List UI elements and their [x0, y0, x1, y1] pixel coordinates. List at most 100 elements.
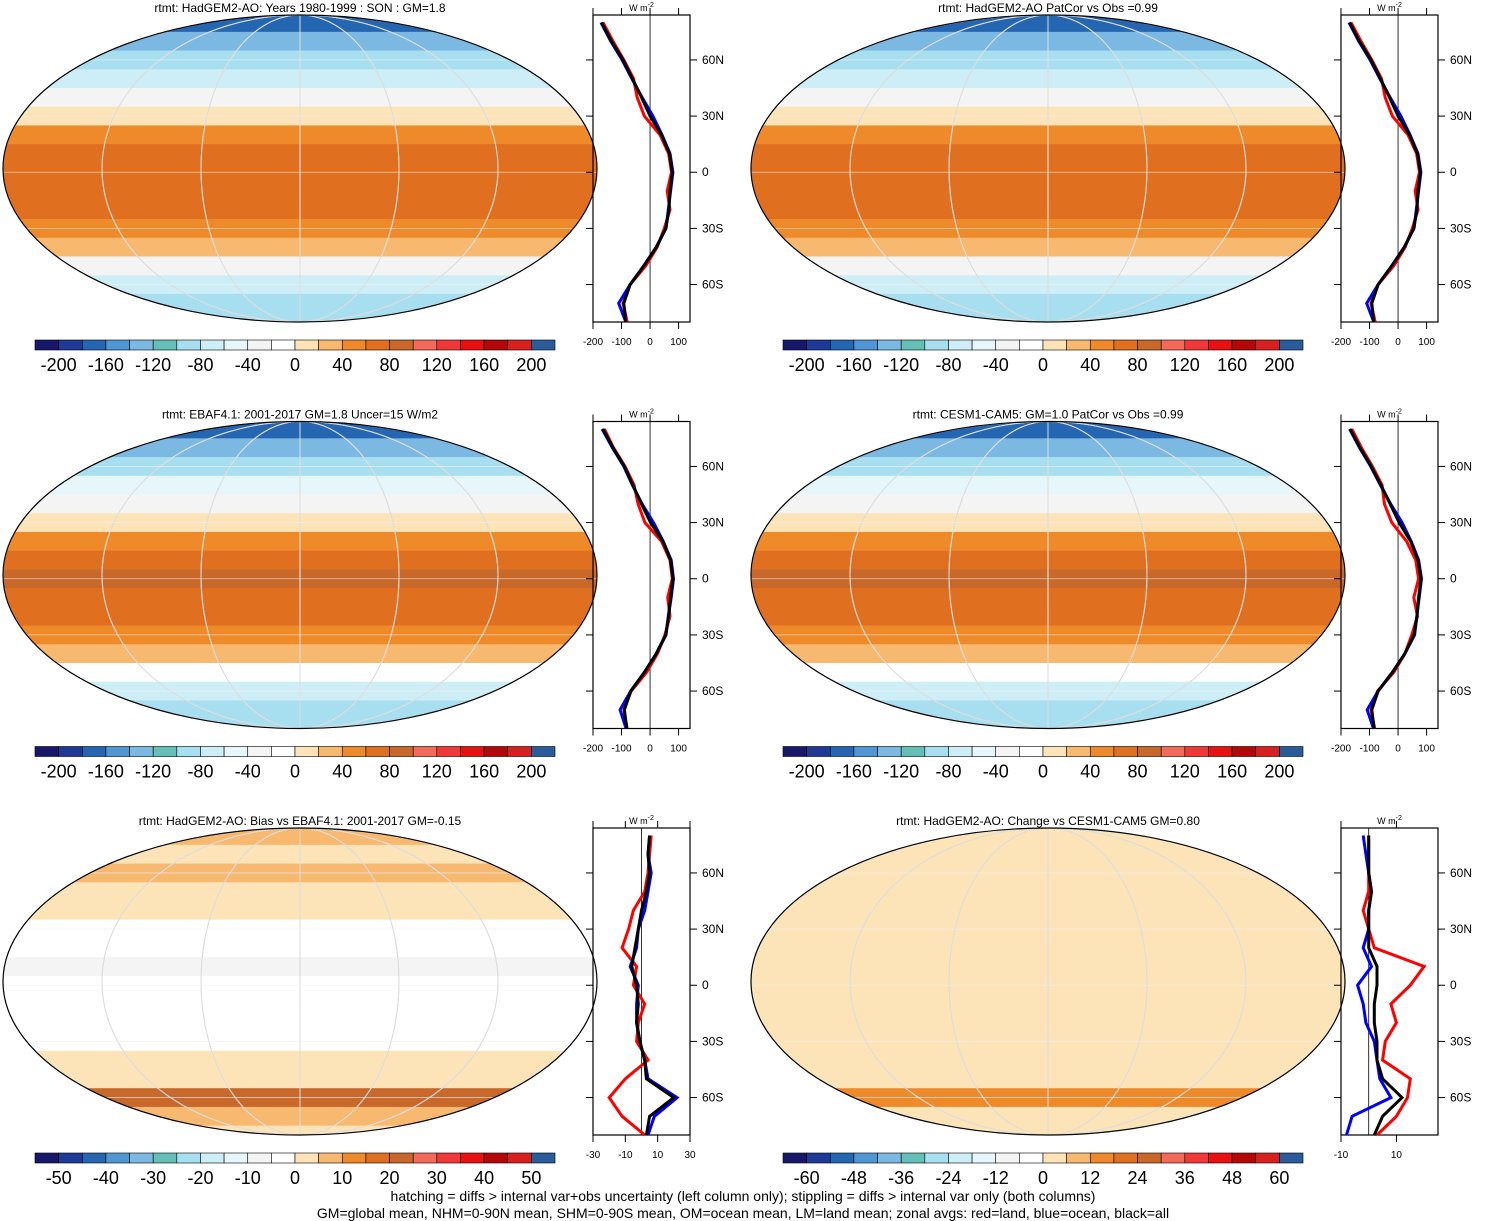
colorbar-box	[152, 1152, 178, 1164]
colorbar-box	[176, 746, 201, 757]
colorbar-label: 200	[516, 762, 546, 782]
colorbar-box	[1160, 746, 1186, 757]
colorbar-box	[782, 746, 807, 757]
colorbar-label: -40	[983, 355, 1009, 375]
colorbar-box	[105, 339, 130, 351]
colorbar-label: 0	[1038, 355, 1048, 375]
colorbar-box	[389, 746, 414, 757]
x-tick-label: -100	[1360, 337, 1380, 348]
profile-frame	[1340, 14, 1439, 323]
map-title: rtmt: CESM1-CAM5: GM=1.0 PatCor vs Obs =…	[913, 408, 1184, 422]
colorbar-box	[1160, 339, 1186, 351]
colorbar-label: 0	[290, 355, 300, 375]
colorbar-box	[1137, 339, 1162, 351]
y-tick-label: 0	[1450, 978, 1457, 992]
colorbar-box	[971, 746, 997, 757]
colorbar-box	[853, 339, 878, 351]
y-tick-label: 30S	[1450, 221, 1471, 235]
colorbar-box	[1231, 339, 1257, 351]
map	[751, 15, 1345, 322]
colorbar-box	[247, 746, 272, 757]
colorbar-box	[1019, 746, 1044, 757]
x-tick-label: 0	[1395, 744, 1401, 755]
colorbar-box	[200, 1152, 225, 1164]
profile-line	[603, 428, 674, 729]
x-tick-label: -10	[618, 1150, 633, 1161]
colorbar-label: -10	[235, 1168, 261, 1188]
colorbar-box	[129, 339, 154, 351]
y-tick-label: 60S	[1450, 1091, 1471, 1105]
unit-sup: -2	[648, 409, 654, 416]
colorbar-box	[507, 746, 532, 757]
colorbar-label: 30	[427, 1168, 447, 1188]
colorbar-box	[995, 339, 1020, 351]
colorbar-box	[948, 339, 973, 351]
unit-sup: -2	[1396, 409, 1402, 416]
colorbar-box	[483, 746, 509, 757]
colorbar-box	[129, 1152, 154, 1164]
colorbar-label: -200	[41, 355, 77, 375]
colorbar-box	[995, 1152, 1020, 1164]
colorbar-label: -120	[135, 355, 171, 375]
colorbar-box	[1160, 1152, 1186, 1164]
colorbar-label: -160	[88, 355, 124, 375]
colorbar-box	[436, 746, 461, 757]
colorbar-label: 40	[332, 355, 352, 375]
y-tick-label: 60N	[1450, 459, 1472, 473]
colorbar-label: -160	[836, 762, 872, 782]
x-tick-label: -100	[612, 744, 632, 755]
colorbar-box	[294, 1152, 319, 1164]
x-tick-label: 10	[652, 1150, 664, 1161]
profile-frame	[592, 420, 691, 730]
colorbar-box	[200, 746, 225, 757]
colorbar-label: -200	[789, 355, 825, 375]
colorbar-label: 120	[1170, 355, 1200, 375]
y-tick-label: 60S	[702, 684, 723, 698]
map	[3, 421, 597, 729]
colorbar-box	[877, 746, 902, 757]
colorbar-box	[460, 746, 485, 757]
unit: W m-2	[629, 815, 654, 826]
colorbar-box	[853, 746, 878, 757]
colorbar-label: -80	[187, 762, 213, 782]
colorbar-label: -50	[46, 1168, 72, 1188]
colorbar-box	[1184, 339, 1209, 351]
colorbar-label: 200	[516, 355, 546, 375]
colorbar-box	[971, 339, 997, 351]
x-tick-label: 0	[647, 337, 653, 348]
profile-line	[1367, 835, 1405, 1136]
colorbar-box	[200, 339, 225, 351]
colorbar-label: 200	[1264, 762, 1294, 782]
unit: W m-2	[629, 409, 654, 420]
colorbar-box	[1066, 339, 1091, 351]
unit: W m-2	[1377, 815, 1402, 826]
colorbar-box	[1184, 746, 1209, 757]
map-border	[750, 420, 1346, 730]
colorbar-box	[105, 1152, 130, 1164]
colorbar-box	[34, 339, 59, 351]
colorbar-box	[365, 1152, 390, 1164]
y-tick-label: 60N	[702, 459, 724, 473]
colorbar-box	[81, 1152, 107, 1164]
colorbar-label: -60	[794, 1168, 820, 1188]
colorbar-box	[1208, 1152, 1233, 1164]
colorbar-box	[1019, 339, 1044, 351]
y-tick-label: 30S	[702, 628, 723, 642]
unit-base: W m	[629, 816, 648, 826]
y-tick-label: 0	[702, 572, 709, 586]
map-title: rtmt: HadGEM2-AO: Years 1980-1999 : SON …	[154, 1, 445, 15]
colorbar-label: 0	[1038, 762, 1048, 782]
colorbar-label: -48	[841, 1168, 867, 1188]
colorbar-box	[81, 746, 107, 757]
meridian	[849, 15, 1247, 322]
colorbar-box	[412, 339, 438, 351]
colorbar-box	[34, 746, 59, 757]
y-tick-label: 30N	[702, 109, 724, 123]
y-tick-label: 30N	[702, 516, 724, 530]
note: hatching = diffs > internal var+obs unce…	[391, 1188, 1096, 1204]
y-tick-label: 0	[1450, 572, 1457, 586]
colorbar-label: -120	[883, 762, 919, 782]
colorbar-box	[782, 1152, 807, 1164]
y-tick-label: 60S	[702, 1091, 723, 1105]
